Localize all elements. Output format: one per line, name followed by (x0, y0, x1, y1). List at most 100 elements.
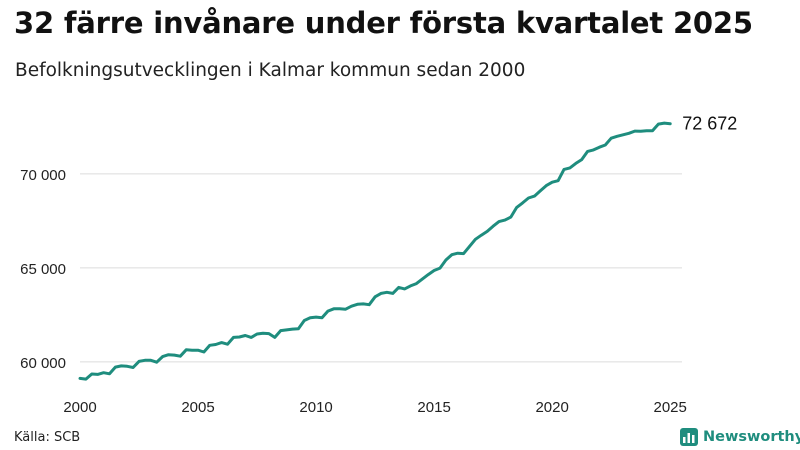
y-axis-ticks: 60 000 65 000 70 000 (20, 167, 66, 372)
data-point (450, 253, 454, 256)
data-point (308, 316, 312, 320)
x-tick-label: 2025 (654, 399, 687, 416)
data-point (96, 373, 99, 376)
data-point (190, 348, 194, 352)
data-point (379, 292, 383, 295)
data-point (385, 291, 389, 294)
data-point (615, 135, 619, 138)
data-point (397, 286, 400, 289)
data-point (261, 332, 265, 335)
data-point (621, 133, 625, 137)
data-point (161, 355, 164, 358)
newsworthy-logo: Newsworthy (680, 428, 800, 446)
data-point (350, 304, 353, 308)
newsworthy-wordmark: Newsworthy (703, 429, 800, 445)
data-point (533, 194, 536, 198)
end-value-label: 72 672 (682, 114, 737, 134)
data-point (362, 302, 365, 306)
data-point (196, 348, 200, 352)
source-label: Källa: SCB (14, 430, 81, 445)
data-point (651, 129, 654, 132)
data-point (657, 122, 660, 126)
data-point (131, 366, 135, 369)
data-point (668, 122, 672, 125)
data-point (663, 121, 666, 125)
data-point (102, 371, 105, 374)
data-point (291, 327, 294, 331)
data-point (208, 344, 212, 347)
y-tick-label: 65 000 (20, 261, 66, 278)
data-point (403, 287, 406, 291)
data-point (149, 359, 153, 362)
data-point (491, 224, 495, 228)
data-point (249, 336, 253, 339)
data-point (550, 180, 554, 184)
x-tick-label: 2010 (299, 399, 332, 416)
data-point (244, 334, 247, 337)
data-point (120, 364, 123, 368)
data-point (126, 365, 129, 368)
data-point (220, 341, 223, 344)
data-point (568, 166, 572, 170)
data-points (78, 121, 672, 381)
data-point (503, 218, 507, 222)
data-point (84, 377, 88, 381)
data-point (598, 146, 601, 149)
x-axis-ticks: 2000 2005 2010 2015 2020 2025 (63, 399, 687, 416)
data-point (527, 196, 530, 200)
data-point (586, 150, 589, 153)
data-point (409, 284, 412, 288)
x-tick-label: 2005 (181, 399, 214, 416)
data-point (497, 220, 501, 223)
data-point (486, 230, 489, 233)
data-point (592, 148, 595, 152)
data-point (373, 295, 377, 299)
data-point (155, 360, 158, 364)
data-point (273, 336, 276, 339)
y-tick-label: 60 000 (20, 355, 66, 372)
data-point (137, 360, 141, 363)
data-point (226, 342, 229, 346)
data-point (421, 277, 424, 281)
data-point (521, 201, 524, 205)
data-point (114, 365, 117, 369)
data-point (90, 372, 94, 376)
data-point (645, 129, 648, 132)
data-point (427, 273, 430, 276)
data-point (167, 353, 170, 356)
data-point (338, 307, 341, 311)
data-point (545, 184, 548, 187)
data-point (438, 266, 442, 270)
data-point (474, 238, 477, 241)
x-tick-label: 2020 (535, 399, 568, 416)
x-tick-label: 2000 (63, 399, 96, 416)
data-point (556, 179, 560, 182)
data-point (580, 158, 583, 161)
data-point (255, 332, 259, 336)
data-point (391, 292, 395, 295)
data-point (633, 129, 636, 133)
data-point (320, 316, 324, 320)
newsworthy-icon (680, 428, 698, 446)
data-point (604, 143, 607, 147)
grid-lines (80, 173, 682, 363)
data-point (214, 343, 217, 346)
data-point (303, 319, 306, 322)
data-point (456, 252, 459, 255)
data-point (480, 233, 483, 237)
data-point (468, 245, 471, 248)
chart-subtitle: Befolkningsutvecklingen i Kalmar kommun … (15, 60, 526, 81)
data-point (627, 132, 631, 135)
data-point (173, 353, 176, 357)
data-point (609, 137, 613, 140)
x-tick-label: 2015 (417, 399, 450, 416)
data-point (515, 206, 518, 209)
data-point (314, 315, 318, 319)
data-point (297, 327, 300, 330)
data-point (415, 282, 418, 285)
series-line (78, 121, 672, 381)
data-point (285, 328, 288, 332)
data-point (185, 348, 188, 351)
data-point (332, 307, 335, 311)
data-point (267, 332, 271, 335)
